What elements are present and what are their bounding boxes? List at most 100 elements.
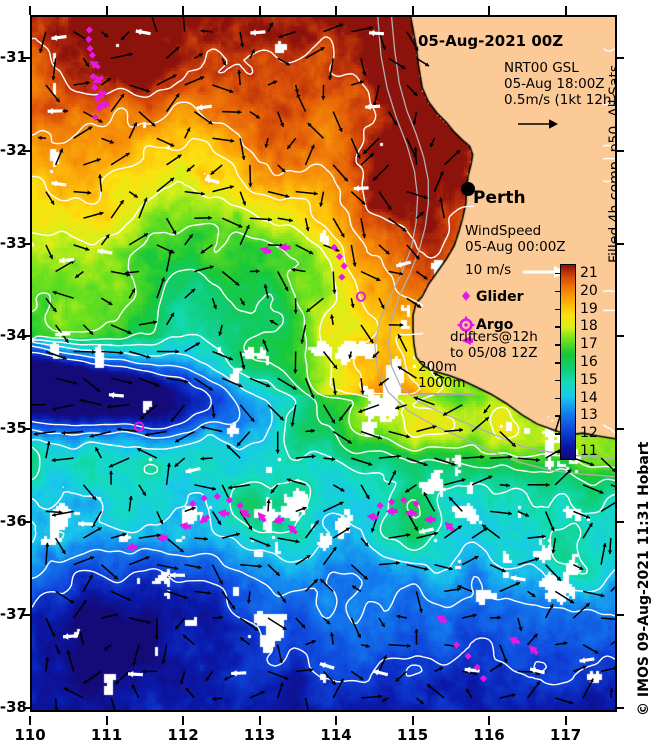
x-tick-mark-top	[258, 6, 261, 15]
current-arrow	[610, 586, 615, 592]
current-arrow	[527, 482, 550, 487]
current-arrow	[499, 644, 508, 664]
current-arrow	[138, 197, 148, 219]
current-arrow	[193, 377, 214, 391]
current-arrow	[582, 484, 604, 494]
y-tick-mark	[23, 335, 31, 338]
current-arrow	[350, 191, 366, 206]
current-arrow	[226, 444, 241, 459]
current-arrow	[249, 690, 266, 699]
glider-track-marker	[86, 44, 94, 53]
current-arrow	[249, 110, 261, 119]
drifter-line1: drifters@12h	[450, 329, 538, 345]
current-arrow	[582, 522, 593, 539]
y-tick-mark	[23, 242, 31, 245]
current-arrow	[406, 297, 422, 309]
current-arrow	[360, 270, 381, 282]
current-arrow	[378, 617, 386, 628]
current-arrow	[276, 644, 284, 664]
current-arrow	[481, 524, 501, 539]
bathy-line2: 1000m	[418, 374, 466, 391]
y-tick-mark-right	[615, 56, 624, 59]
current-arrow	[295, 190, 318, 196]
current-arrow	[108, 457, 130, 468]
wind-arrow	[579, 657, 595, 664]
current-arrow	[429, 137, 436, 148]
y-tick-mark-right	[615, 242, 624, 245]
current-arrow	[434, 666, 444, 673]
current-arrow	[54, 644, 61, 655]
current-arrow	[277, 377, 297, 391]
x-tick-label: 112	[167, 726, 199, 744]
current-arrow	[489, 662, 503, 673]
current-arrow	[415, 591, 423, 613]
current-arrow	[52, 290, 74, 299]
current-arrow	[212, 350, 234, 361]
current-arrow	[45, 84, 61, 103]
current-arrow	[98, 174, 103, 192]
glider-track-marker	[88, 51, 97, 59]
current-arrow	[322, 617, 331, 625]
glider-track-marker	[200, 494, 208, 502]
current-arrow	[128, 232, 149, 246]
wind-arrow	[51, 34, 67, 41]
x-tick-label: 110	[14, 726, 46, 744]
current-arrow	[413, 147, 418, 165]
current-arrow	[362, 137, 380, 155]
colorbar-tick-mark	[555, 397, 560, 400]
current-arrow	[294, 84, 299, 94]
current-arrow	[120, 31, 130, 41]
current-arrow	[378, 297, 385, 310]
current-arrow	[582, 644, 599, 655]
current-arrow	[609, 688, 614, 699]
current-arrow	[73, 244, 90, 251]
current-arrow	[166, 377, 189, 384]
current-arrow	[462, 454, 485, 460]
sst-contour-line	[32, 180, 615, 440]
wind-arrow	[510, 575, 526, 582]
y-tick-label: -32	[0, 140, 27, 159]
argo-float-marker	[133, 421, 145, 432]
current-arrow	[300, 324, 307, 344]
current-arrow	[465, 688, 473, 699]
current-arrow	[286, 137, 297, 150]
current-arrow	[406, 31, 419, 51]
glider-track-marker	[236, 502, 244, 510]
current-arrow	[307, 122, 325, 139]
current-arrow	[239, 138, 246, 161]
current-arrow	[200, 28, 213, 34]
wind-arrow	[368, 29, 384, 37]
y-tick-label: -31	[0, 47, 27, 66]
current-arrow	[166, 46, 180, 59]
drifter-marker	[435, 615, 448, 624]
current-arrow	[381, 697, 390, 702]
current-arrow	[82, 324, 94, 336]
wind-arrow	[135, 28, 151, 36]
current-arrow	[239, 224, 250, 246]
current-arrow	[267, 190, 290, 199]
current-arrow	[184, 563, 202, 570]
colorbar-tick-label: 15	[580, 371, 598, 388]
x-tick-mark	[564, 716, 567, 725]
current-arrow	[517, 457, 540, 463]
current-arrow	[161, 644, 168, 664]
current-arrow	[378, 377, 390, 387]
drifter-marker	[97, 99, 110, 109]
current-arrow	[395, 670, 408, 682]
current-arrow	[82, 57, 90, 68]
current-arrow	[236, 431, 251, 447]
current-arrow	[291, 267, 306, 273]
current-arrow	[329, 314, 335, 326]
current-arrow	[275, 431, 280, 454]
current-arrow	[426, 683, 445, 699]
current-arrow	[45, 657, 50, 672]
current-arrow	[193, 110, 213, 125]
x-tick-mark-top	[335, 6, 338, 15]
wind-arrow	[529, 667, 546, 675]
glider-track-marker	[95, 104, 103, 112]
colorbar-tick-mark	[555, 308, 560, 311]
drifter-marker	[272, 515, 285, 525]
current-arrow	[174, 617, 186, 630]
x-tick-mark-top	[182, 6, 185, 15]
current-arrow	[462, 670, 478, 676]
